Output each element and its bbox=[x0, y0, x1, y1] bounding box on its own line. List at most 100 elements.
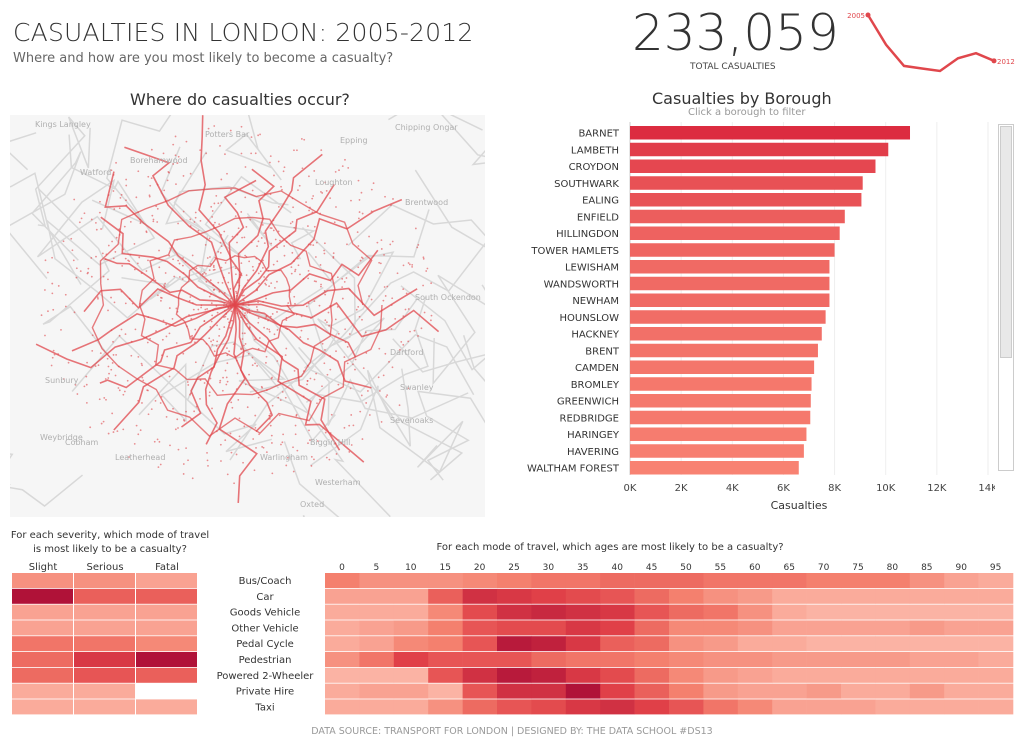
severity-cell bbox=[74, 636, 135, 652]
bar-greenwich[interactable] bbox=[630, 394, 811, 408]
bar-barnet[interactable] bbox=[630, 126, 911, 140]
age-cell bbox=[634, 699, 670, 715]
casualty-point bbox=[265, 314, 268, 317]
borough-label[interactable]: ENFIELD bbox=[577, 212, 619, 223]
bar-wandsworth[interactable] bbox=[630, 276, 830, 291]
casualty-point bbox=[281, 188, 283, 191]
borough-label[interactable]: WALTHAM FOREST bbox=[527, 464, 620, 475]
bar-hillingdon[interactable] bbox=[630, 226, 840, 241]
casualty-point bbox=[352, 424, 355, 427]
borough-label[interactable]: BROMLEY bbox=[571, 380, 620, 391]
age-cell bbox=[944, 573, 979, 588]
casualty-point bbox=[258, 433, 261, 436]
casualty-point bbox=[305, 201, 307, 204]
age-column-label: 25 bbox=[508, 563, 519, 573]
casualty-point bbox=[290, 272, 293, 275]
severity-cell bbox=[74, 588, 135, 604]
casualty-point bbox=[319, 264, 322, 266]
bar-croydon[interactable] bbox=[630, 159, 876, 174]
casualty-point bbox=[227, 299, 230, 302]
casualty-road bbox=[99, 304, 236, 389]
casualty-point bbox=[240, 125, 243, 128]
age-column-label: 60 bbox=[749, 563, 761, 573]
map-road bbox=[400, 285, 485, 371]
bar-chart-scrollbar[interactable] bbox=[998, 124, 1014, 471]
casualty-point bbox=[407, 387, 410, 390]
bar-ealing[interactable] bbox=[630, 193, 862, 207]
bar-brent[interactable] bbox=[630, 343, 818, 358]
casualty-point bbox=[188, 314, 190, 316]
bar-lambeth[interactable] bbox=[630, 142, 889, 157]
borough-label[interactable]: WANDSWORTH bbox=[544, 279, 619, 290]
casualty-point bbox=[134, 328, 137, 331]
age-cell bbox=[565, 620, 601, 636]
casualty-point bbox=[269, 315, 272, 318]
casualty-road bbox=[234, 287, 418, 317]
casualty-map[interactable]: Kings Langley Potters Bar Chipping Ongar Ep… bbox=[10, 115, 485, 517]
casualty-point bbox=[402, 264, 405, 267]
borough-label[interactable]: HACKNEY bbox=[571, 330, 620, 341]
borough-label[interactable]: CAMDEN bbox=[575, 363, 619, 374]
casualty-point bbox=[102, 275, 105, 278]
borough-label[interactable]: LEWISHAM bbox=[565, 263, 619, 274]
bar-enfield[interactable] bbox=[630, 209, 845, 224]
casualty-road bbox=[181, 304, 236, 428]
age-cell bbox=[875, 699, 911, 715]
severity-cell bbox=[136, 573, 197, 588]
casualty-point bbox=[138, 256, 141, 259]
bar-haringey[interactable] bbox=[630, 427, 807, 442]
casualty-point bbox=[117, 365, 120, 368]
borough-label[interactable]: EALING bbox=[582, 196, 619, 207]
bar-tower-hamlets[interactable] bbox=[630, 243, 835, 257]
casualty-point bbox=[234, 306, 237, 309]
bar-hackney[interactable] bbox=[630, 327, 822, 341]
bar-havering[interactable] bbox=[630, 444, 804, 458]
borough-label[interactable]: HILLINGDON bbox=[556, 229, 619, 240]
borough-label[interactable]: LAMBETH bbox=[571, 145, 619, 156]
borough-label[interactable]: HOUNSLOW bbox=[559, 313, 619, 324]
casualty-point bbox=[391, 240, 394, 243]
bar-bromley[interactable] bbox=[630, 377, 812, 391]
borough-label[interactable]: CROYDON bbox=[569, 162, 619, 173]
casualty-point bbox=[129, 220, 132, 223]
casualty-point bbox=[190, 317, 193, 320]
bar-southwark[interactable] bbox=[630, 176, 863, 190]
borough-label[interactable]: GREENWICH bbox=[557, 397, 619, 408]
borough-label[interactable]: NEWHAM bbox=[572, 296, 619, 307]
age-cell bbox=[944, 667, 979, 683]
bar-camden[interactable] bbox=[630, 360, 815, 375]
casualty-point bbox=[234, 355, 237, 358]
borough-label[interactable]: HAVERING bbox=[567, 447, 619, 458]
casualty-point bbox=[64, 293, 67, 296]
borough-label[interactable]: BARNET bbox=[578, 129, 619, 140]
casualty-point bbox=[320, 283, 322, 286]
borough-bar-chart[interactable]: 0K 2K 4K 6K 8K 10K 12K 14K BARNET LAMBETH CROYDON S… bbox=[520, 120, 995, 520]
borough-label[interactable]: BRENT bbox=[585, 346, 620, 357]
borough-label[interactable]: TOWER HAMLETS bbox=[530, 246, 619, 257]
casualty-point bbox=[294, 433, 297, 436]
casualty-point bbox=[220, 201, 223, 204]
borough-label[interactable]: SOUTHWARK bbox=[554, 179, 619, 190]
borough-label[interactable]: HARINGEY bbox=[567, 430, 620, 441]
casualty-point bbox=[256, 245, 258, 247]
casualty-point bbox=[178, 262, 181, 265]
casualty-point bbox=[261, 445, 264, 448]
casualty-point bbox=[244, 343, 247, 345]
age-cell bbox=[600, 620, 635, 636]
casualty-point bbox=[246, 279, 249, 282]
casualty-point bbox=[145, 336, 148, 339]
bar-redbridge[interactable] bbox=[630, 410, 811, 425]
bar-waltham-forest[interactable] bbox=[630, 461, 799, 475]
casualty-point bbox=[390, 327, 393, 330]
casualty-point bbox=[107, 365, 110, 368]
casualty-point bbox=[242, 299, 245, 302]
bar-lewisham[interactable] bbox=[630, 260, 830, 274]
casualty-point bbox=[206, 451, 208, 454]
scrollbar-thumb[interactable] bbox=[1000, 126, 1012, 358]
casualty-point bbox=[225, 383, 228, 386]
casualty-point bbox=[208, 237, 211, 240]
bar-newham[interactable] bbox=[630, 293, 830, 308]
borough-label[interactable]: REDBRIDGE bbox=[560, 413, 620, 424]
bar-hounslow[interactable] bbox=[630, 310, 826, 324]
casualty-point bbox=[120, 290, 123, 293]
